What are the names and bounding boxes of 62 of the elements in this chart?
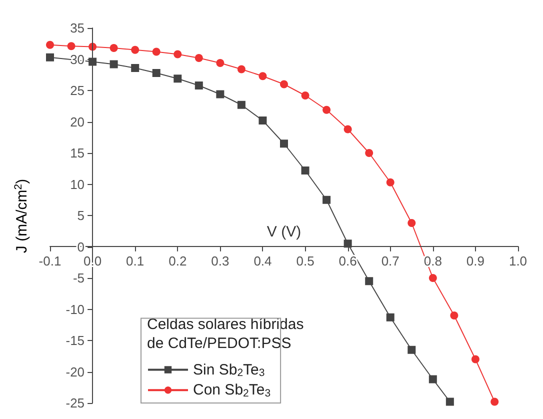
y-tick-label: -5	[72, 270, 85, 286]
x-tick-label: 0.2	[168, 253, 187, 268]
y-tick-label: 35	[70, 20, 85, 36]
point	[446, 398, 454, 406]
x-tick-label: 1.0	[508, 253, 528, 268]
y-tick-label: 5	[77, 208, 85, 223]
point	[408, 346, 416, 354]
point	[194, 54, 203, 62]
point	[280, 80, 288, 88]
point	[131, 46, 140, 54]
point	[46, 40, 54, 49]
point	[131, 64, 140, 72]
point	[46, 53, 54, 62]
y-tick-label: 10	[70, 176, 85, 192]
y-tick-label: 20	[70, 114, 85, 130]
point	[152, 48, 160, 56]
y-tick-label: -10	[66, 302, 85, 317]
x-tick-label: 0.1	[126, 253, 144, 268]
y-tick-label: 15	[70, 146, 85, 160]
y-tick-label: -15	[66, 333, 85, 348]
point	[386, 178, 394, 186]
x-tick-label: 0.9	[466, 253, 484, 268]
point	[258, 72, 267, 80]
point	[322, 106, 331, 114]
point	[428, 274, 437, 282]
y-tick-label: -25	[66, 396, 85, 410]
x-tick-label: -0.1	[38, 253, 62, 268]
point	[110, 44, 118, 52]
point	[174, 50, 182, 58]
point	[152, 69, 160, 77]
point	[67, 42, 76, 50]
legend-title: Celdas solares híbridas de CdTe/PEDOT:PSS	[147, 316, 304, 352]
x-tick-label: 0.5	[296, 253, 314, 268]
point	[322, 196, 331, 204]
point	[194, 82, 203, 90]
point	[258, 116, 267, 124]
point	[301, 92, 310, 100]
point	[428, 375, 437, 384]
point	[386, 313, 394, 322]
x-axis-title: V (V)	[266, 223, 302, 240]
point	[408, 219, 416, 227]
point	[450, 312, 458, 320]
point	[301, 166, 310, 174]
point	[490, 398, 499, 406]
point	[110, 60, 118, 68]
x-tick-label: 0.7	[381, 253, 400, 268]
y-tick-label: -20	[66, 364, 85, 380]
point	[216, 90, 224, 98]
x-tick-label: 0.3	[211, 253, 230, 268]
point	[280, 140, 288, 148]
x-tick-label: 0.6	[338, 253, 357, 268]
point	[365, 277, 374, 286]
y-axis-title: J (mA/cm2)	[12, 178, 30, 254]
point	[237, 65, 246, 74]
point	[471, 355, 480, 364]
point	[344, 125, 352, 134]
point	[216, 59, 224, 67]
point	[237, 100, 246, 109]
y-tick-label: 25	[70, 83, 85, 98]
point	[365, 149, 374, 157]
x-tick-label: 0.4	[254, 253, 272, 268]
point	[174, 74, 182, 83]
